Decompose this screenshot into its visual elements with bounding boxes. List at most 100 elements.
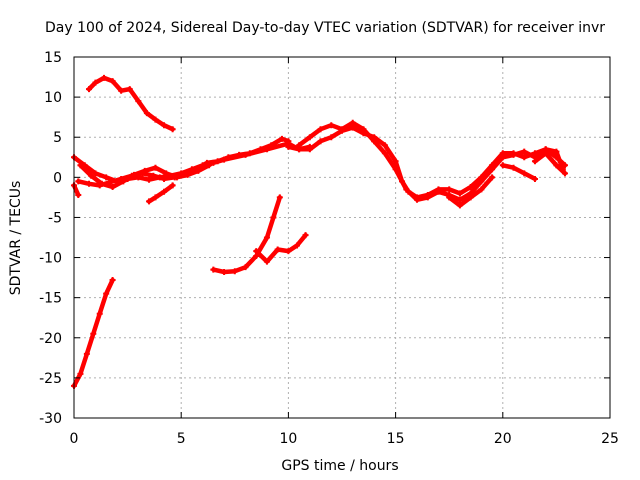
data-point (92, 79, 99, 86)
data-series (71, 74, 568, 389)
data-point (274, 246, 281, 253)
data-point (263, 258, 270, 265)
y-tick-label: 15 (44, 50, 62, 66)
y-tick-label: 10 (44, 90, 62, 106)
data-point (278, 135, 285, 142)
data-point (210, 266, 217, 273)
x-tick-label: 25 (601, 431, 619, 447)
chart-title: Day 100 of 2024, Sidereal Day-to-day VTE… (45, 20, 605, 36)
data-point (456, 196, 463, 203)
data-point (553, 148, 560, 155)
data-point (306, 134, 313, 141)
data-point (75, 178, 82, 185)
x-tick-label: 10 (279, 431, 297, 447)
data-point (109, 277, 116, 284)
data-point (103, 174, 110, 181)
x-tick-label: 20 (494, 431, 512, 447)
data-point (141, 167, 148, 174)
data-point (214, 158, 221, 165)
data-point (152, 194, 159, 201)
data-point (268, 142, 275, 149)
data-point (328, 134, 335, 141)
data-point (467, 194, 474, 201)
data-point (150, 172, 157, 179)
data-point (446, 186, 453, 193)
data-point (221, 268, 228, 275)
data-point (195, 167, 202, 174)
data-point (163, 170, 170, 177)
data-point (146, 198, 153, 205)
data-point (173, 174, 180, 181)
data-point (360, 126, 367, 133)
data-point (531, 175, 538, 182)
data-point (270, 214, 277, 221)
data-point (499, 154, 506, 161)
data-point (126, 86, 133, 93)
data-point (146, 176, 153, 183)
series-arc-2 (71, 277, 116, 389)
data-point (152, 164, 159, 171)
data-point (510, 151, 517, 158)
series-line (253, 232, 308, 264)
y-tick-label: -20 (39, 331, 62, 347)
data-point (349, 119, 356, 126)
data-point (88, 172, 95, 179)
data-point (98, 180, 105, 187)
data-point (467, 183, 474, 190)
series-line (532, 151, 568, 176)
data-point (317, 138, 324, 145)
data-point (510, 164, 517, 171)
data-point (231, 268, 238, 275)
data-point (499, 162, 506, 169)
series-arc-7 (146, 182, 176, 205)
data-point (131, 171, 138, 178)
y-tick-label: -10 (39, 251, 62, 267)
data-point (296, 142, 303, 149)
data-point (561, 170, 568, 177)
data-point (392, 166, 399, 173)
data-point (561, 162, 568, 169)
data-point (236, 151, 243, 158)
data-point (489, 166, 496, 173)
data-point (96, 310, 103, 317)
data-point (328, 122, 335, 129)
data-point (531, 158, 538, 165)
axis-ticks: 0 5 10 15 20 25 -30 -25 -20 -15 -10 -5 0 5 10 15 (39, 50, 619, 447)
data-point (184, 171, 191, 178)
y-axis-label: SDTVAR / TECUs (8, 181, 24, 296)
data-point (521, 148, 528, 155)
data-point (152, 116, 159, 123)
data-point (75, 191, 82, 198)
data-point (246, 150, 253, 157)
data-point (206, 162, 213, 169)
plot-frame (73, 56, 611, 419)
series-arc-9 (253, 232, 309, 265)
data-point (169, 126, 176, 133)
data-point (302, 232, 309, 239)
data-point (414, 196, 421, 203)
data-point (456, 190, 463, 197)
data-point (489, 174, 496, 181)
series-arc-12 (446, 174, 496, 209)
data-point (553, 154, 560, 161)
series-arc-13 (499, 162, 538, 182)
data-point (435, 188, 442, 195)
x-tick-label: 15 (387, 431, 405, 447)
data-point (456, 202, 463, 209)
data-point (339, 126, 345, 133)
data-point (293, 242, 300, 249)
grid-lines (74, 57, 610, 418)
data-point (521, 154, 528, 161)
data-point (446, 194, 453, 201)
data-point (161, 175, 168, 182)
data-point (285, 143, 292, 150)
data-point (83, 350, 90, 357)
x-tick-label: 0 (70, 431, 79, 447)
data-point (257, 146, 264, 153)
data-point (276, 194, 283, 201)
data-point (143, 110, 150, 117)
data-point (77, 370, 84, 377)
data-point (86, 86, 93, 93)
